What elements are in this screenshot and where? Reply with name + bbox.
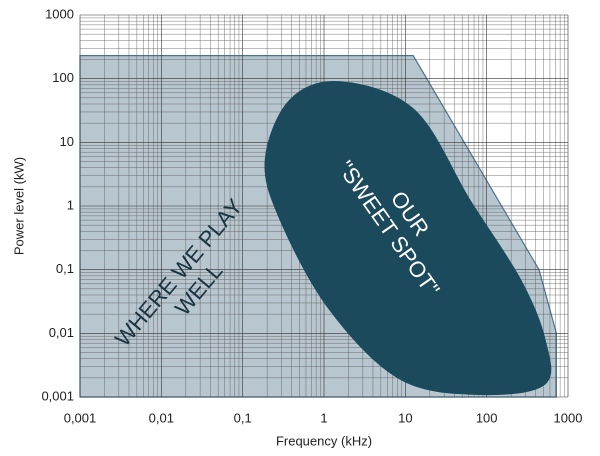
x-tick-label: 1000 — [554, 410, 583, 425]
region — [264, 81, 552, 396]
x-tick-label: 100 — [476, 410, 498, 425]
y-axis-label: Power level (kW) — [11, 157, 26, 255]
x-tick-label: 0,01 — [149, 410, 174, 425]
y-tick-label: 1000 — [45, 6, 74, 21]
x-tick-label: 0,1 — [234, 410, 252, 425]
x-tick-label: 0,001 — [64, 410, 97, 425]
y-tick-label: 0,001 — [41, 388, 74, 403]
y-tick-label: 100 — [52, 70, 74, 85]
y-tick-label: 0,01 — [49, 325, 74, 340]
x-tick-label: 10 — [398, 410, 412, 425]
y-tick-label: 0,1 — [56, 261, 74, 276]
y-tick-label: 1 — [67, 197, 74, 212]
x-tick-label: 1 — [320, 410, 327, 425]
x-axis-label: Frequency (kHz) — [276, 433, 372, 448]
y-tick-label: 10 — [60, 134, 74, 149]
